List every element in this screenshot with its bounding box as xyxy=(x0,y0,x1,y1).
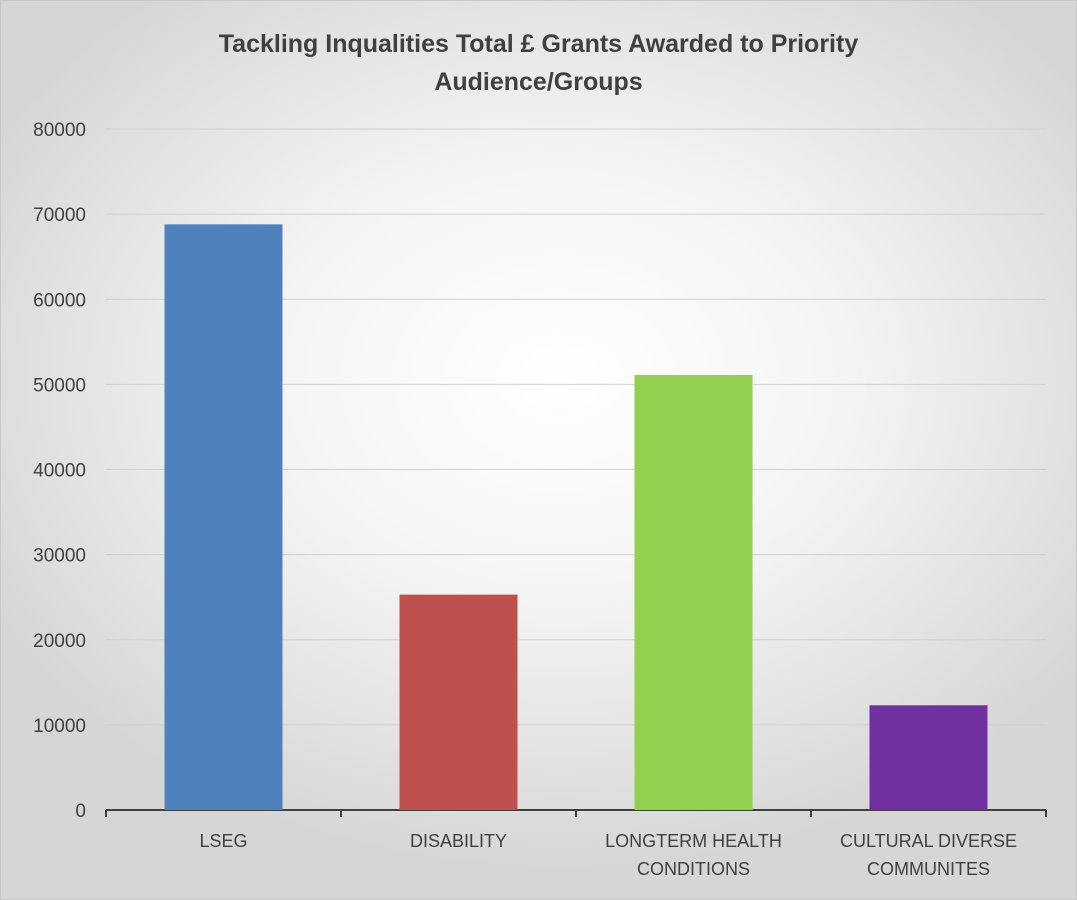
chart-title: Tackling Inqualities Total £ Grants Awar… xyxy=(1,25,1076,101)
y-tick-label: 60000 xyxy=(33,290,86,311)
y-tick-label: 50000 xyxy=(33,375,86,396)
y-tick-label: 40000 xyxy=(33,461,86,482)
y-tick-label: 20000 xyxy=(33,631,86,652)
x-category-label: CULTURAL DIVERSE xyxy=(840,831,1017,851)
y-tick-label: 10000 xyxy=(33,716,86,737)
bar-longterm-health-conditions xyxy=(634,375,753,810)
chart-title-line-2: Audience/Groups xyxy=(434,68,643,96)
x-category-label: LSEG xyxy=(199,831,247,851)
y-tick-label: 0 xyxy=(75,801,86,822)
y-tick-label: 70000 xyxy=(33,205,86,226)
bar-cultural-diverse-communites xyxy=(869,705,988,810)
x-category-label: COMMUNITES xyxy=(867,859,990,879)
x-category-label: CONDITIONS xyxy=(637,859,750,879)
x-category-label: LONGTERM HEALTH xyxy=(605,831,782,851)
chart-title-line-1: Tackling Inqualities Total £ Grants Awar… xyxy=(218,30,859,58)
bar-disability xyxy=(399,594,518,810)
x-category-label: DISABILITY xyxy=(410,831,507,851)
y-tick-label: 80000 xyxy=(33,120,86,141)
y-tick-label: 30000 xyxy=(33,546,86,567)
bar-lseg xyxy=(164,224,283,811)
